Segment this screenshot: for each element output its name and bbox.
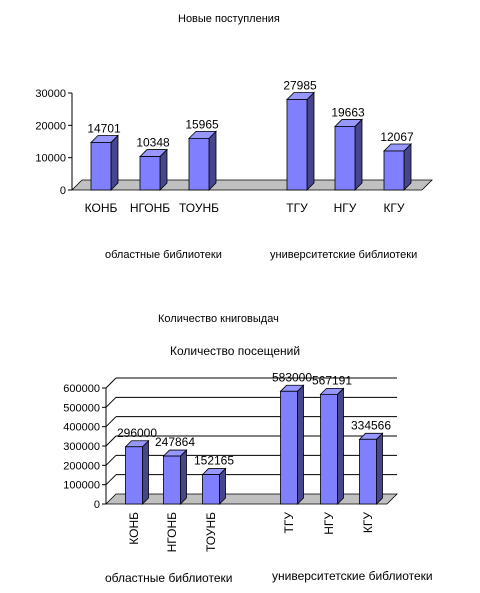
bar (320, 393, 338, 505)
bar (286, 99, 308, 191)
grid-slant (105, 474, 117, 486)
chart1-group-label-regional: областные библиотеки (105, 249, 222, 261)
data-label: 583000 (272, 370, 312, 384)
grid-slant (105, 416, 117, 428)
data-label: 334566 (351, 418, 391, 432)
grid-slant (105, 454, 117, 466)
data-label: 15965 (185, 117, 219, 131)
bar-side (306, 91, 315, 191)
chart2-title: Количество посещений (170, 344, 301, 358)
bar (383, 150, 405, 191)
x-tick-label: НГУ (322, 512, 336, 535)
y-tick-label: 0 (60, 185, 66, 197)
y-tick-label: 200000 (63, 460, 100, 472)
bar (125, 446, 143, 505)
chart2-group-label-regional: областные библиотеки (105, 571, 233, 585)
y-tick-label: 500000 (63, 402, 100, 414)
bar (163, 455, 181, 505)
bar-side (180, 449, 187, 505)
bar-side (337, 387, 344, 505)
bar (334, 126, 356, 191)
bar-side (403, 143, 412, 191)
bar (90, 142, 112, 191)
x-tick-label: НГОНБ (130, 201, 170, 215)
y-tick-label: 30000 (35, 88, 66, 100)
data-label: 152165 (194, 454, 234, 468)
data-label: 296000 (117, 426, 157, 440)
chart1-plot: 0 10000 20000 30000 14701 КОНБ 10348 НГОНБ 15965… (35, 79, 433, 215)
data-label: 567191 (312, 373, 352, 387)
bar-side (297, 384, 304, 505)
bar (188, 137, 210, 191)
data-label: 27985 (283, 79, 317, 93)
bar (359, 438, 377, 505)
y-tick-label: 100000 (63, 480, 100, 492)
y-tick-label: 10000 (35, 153, 66, 165)
bar (202, 474, 220, 505)
chart2-group-label-university: университетские библиотеки (272, 569, 433, 583)
bar-side (354, 118, 363, 191)
chart1-title: Новые поступления (178, 13, 280, 25)
y-tick-label: 20000 (35, 120, 66, 132)
x-tick-label: КГУ (361, 512, 375, 533)
chart-floor (71, 179, 433, 191)
x-tick-label: ТГУ (282, 512, 296, 534)
data-label: 19663 (331, 105, 365, 119)
chart2-plot: 0 100000 200000 300000 400000 500000 600000 296… (63, 370, 398, 552)
x-tick-label: ТОУНБ (204, 512, 218, 552)
data-label: 14701 (87, 121, 121, 135)
extra-caption: Количество книговыдач (158, 313, 279, 325)
bar-side (208, 130, 217, 191)
y-tick-label: 400000 (63, 422, 100, 434)
y-tick-label: 600000 (63, 383, 100, 395)
grid-slant (105, 435, 117, 447)
y-tick-label: 0 (94, 499, 100, 511)
x-tick-label: НГУ (334, 201, 357, 215)
bar-side (142, 439, 149, 505)
x-tick-label: ТОУНБ (179, 201, 219, 215)
chart1-group-label-university: университетские библиотеки (270, 249, 418, 261)
grid-slant (105, 377, 117, 389)
bar (280, 390, 298, 505)
grid-slant (105, 396, 117, 408)
bar (139, 156, 161, 191)
x-tick-label: НГОНБ (165, 512, 179, 552)
bar-side (110, 134, 119, 191)
x-tick-label: КГУ (383, 201, 404, 215)
y-tick-label: 300000 (63, 441, 100, 453)
bar-side (376, 432, 383, 505)
data-label: 12067 (380, 130, 414, 144)
data-label: 10348 (136, 136, 170, 150)
chart-floor (105, 493, 398, 505)
data-label: 247864 (155, 435, 195, 449)
x-tick-label: КОНБ (127, 512, 141, 545)
x-tick-label: КОНБ (85, 201, 118, 215)
x-tick-label: ТГУ (286, 201, 308, 215)
